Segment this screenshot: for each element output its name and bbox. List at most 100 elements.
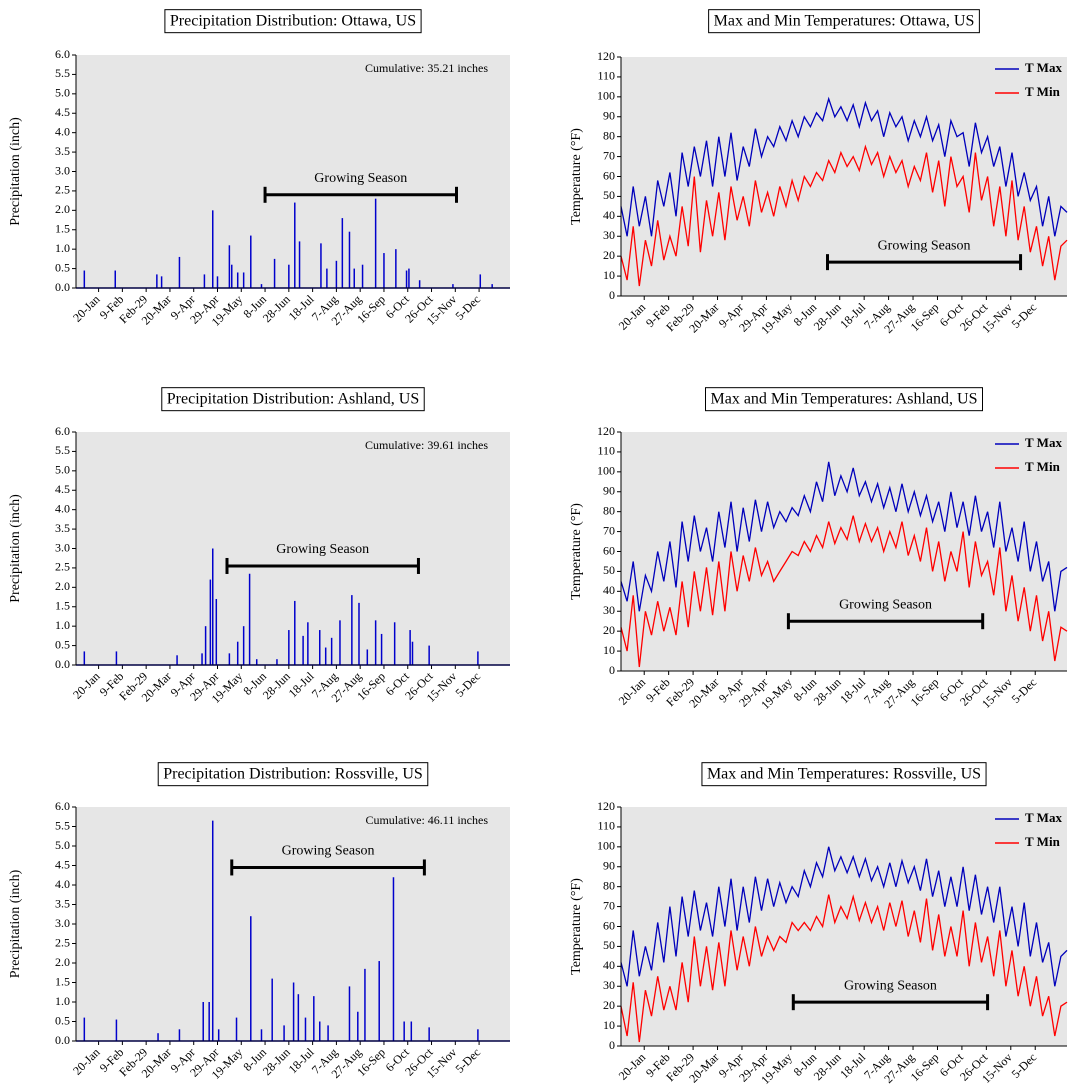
y-tick-label: 2.5 [55, 183, 70, 197]
y-tick-label: 1.5 [55, 974, 70, 988]
y-tick-label: 70 [603, 148, 615, 162]
title-box [701, 762, 987, 787]
temperature-line [620, 894, 1068, 1043]
plot-area [76, 55, 510, 288]
y-tick-label: 50 [603, 188, 615, 202]
y-tick-label: 90 [603, 484, 615, 498]
x-tick-label: 18-Jul [837, 300, 869, 332]
y-axis-label: Precipitation (inch) [8, 117, 23, 226]
x-tick-label: 28-Jun [260, 669, 293, 702]
y-tick-label: 3.0 [55, 916, 70, 930]
y-tick-label: 1.0 [55, 241, 70, 255]
y-tick-label: 5.0 [55, 838, 70, 852]
temperature-line [620, 461, 1068, 612]
y-axis-label: Temperature (°F) [569, 128, 584, 225]
y-tick-label: 60 [603, 543, 615, 557]
y-tick-label: 3.5 [55, 521, 70, 535]
y-tick-label: 80 [603, 503, 615, 517]
chart-title: Precipitation Distribution: Ottawa, US [170, 13, 416, 30]
y-tick-label: 3.5 [55, 896, 70, 910]
x-tick-label: 5-Dec [453, 1045, 484, 1076]
temperature-line [620, 96, 1068, 237]
y-tick-label: 6.0 [55, 424, 70, 438]
legend-label: T Min [1025, 459, 1061, 474]
y-tick-label: 30 [603, 978, 615, 992]
y-tick-label: 1.0 [55, 994, 70, 1008]
plot-area [621, 432, 1067, 671]
y-tick-label: 20 [603, 623, 615, 637]
chart-title: Max and Min Temperatures: Rossville, US [707, 766, 981, 783]
x-tick-label: 5-Dec [453, 669, 484, 700]
season-label: Growing Season [276, 542, 369, 557]
y-tick-label: 10 [603, 643, 615, 657]
y-tick-label: 10 [603, 268, 615, 282]
y-tick-label: 120 [597, 799, 615, 813]
chart-title: Precipitation Distribution: Ashland, US [167, 391, 419, 408]
temperature-line [620, 144, 1068, 287]
x-tick-label: 20-Jan [70, 292, 103, 325]
legend-label: T Min [1025, 84, 1061, 99]
y-axis-label: Precipitation (inch) [8, 494, 23, 603]
x-tick-label: 18-Jul [837, 675, 869, 707]
y-tick-label: 4.5 [55, 482, 70, 496]
x-tick-label: 16-Sep [908, 300, 942, 334]
y-tick-label: 0 [609, 288, 615, 302]
temperature-line [620, 846, 1068, 987]
y-tick-label: 90 [603, 109, 615, 123]
y-tick-label: 10 [603, 1018, 615, 1032]
y-tick-label: 4.0 [55, 501, 70, 515]
title-box [708, 9, 980, 34]
y-tick-label: 1.5 [55, 222, 70, 236]
y-tick-label: 5.5 [55, 818, 70, 832]
y-tick-label: 60 [603, 168, 615, 182]
y-tick-label: 4.5 [55, 105, 70, 119]
chart-title: Max and Min Temperatures: Ashland, US [711, 391, 978, 408]
y-tick-label: 70 [603, 898, 615, 912]
y-tick-label: 6.0 [55, 799, 70, 813]
title-box [164, 9, 422, 34]
season-label: Growing Season [314, 171, 407, 186]
y-tick-label: 0 [609, 1038, 615, 1052]
y-tick-label: 30 [603, 228, 615, 242]
y-tick-label: 0.5 [55, 1013, 70, 1027]
y-tick-label: 0 [609, 663, 615, 677]
cumulative-note: Cumulative: 39.61 inches [365, 438, 488, 452]
y-tick-label: 3.0 [55, 163, 70, 177]
title-box [161, 387, 425, 412]
y-tick-label: 5.5 [55, 66, 70, 80]
y-tick-label: 40 [603, 958, 615, 972]
x-tick-label: 16-Sep [908, 675, 942, 709]
y-tick-label: 70 [603, 523, 615, 537]
x-tick-label: 28-Jun [811, 300, 844, 333]
y-tick-label: 2.0 [55, 955, 70, 969]
y-tick-label: 0.0 [55, 280, 70, 294]
y-tick-label: 40 [603, 208, 615, 222]
x-tick-label: 20-Jan [70, 1045, 103, 1078]
x-tick-label: 5-Dec [453, 292, 484, 323]
y-tick-label: 0.5 [55, 637, 70, 651]
plot-area [621, 807, 1067, 1046]
legend-label: T Max [1025, 435, 1062, 450]
y-tick-label: 2.0 [55, 202, 70, 216]
season-label: Growing Season [878, 238, 971, 253]
y-tick-label: 0.5 [55, 260, 70, 274]
x-tick-label: 5-Dec [1009, 1050, 1040, 1081]
chart-title: Max and Min Temperatures: Ottawa, US [714, 13, 975, 30]
y-tick-label: 4.0 [55, 877, 70, 891]
legend-label: T Min [1025, 834, 1061, 849]
y-tick-label: 5.5 [55, 443, 70, 457]
y-tick-label: 0.0 [55, 1033, 70, 1047]
y-tick-label: 100 [597, 464, 615, 478]
season-label: Growing Season [839, 597, 932, 612]
x-tick-label: 5-Dec [1009, 300, 1040, 331]
plot-area [76, 432, 510, 665]
y-tick-label: 90 [603, 859, 615, 873]
y-axis-label: Temperature (°F) [569, 878, 584, 975]
y-tick-label: 5.0 [55, 463, 70, 477]
y-tick-label: 110 [597, 444, 615, 458]
y-tick-label: 120 [597, 49, 615, 63]
y-tick-label: 50 [603, 938, 615, 952]
y-tick-label: 40 [603, 583, 615, 597]
x-tick-label: 5-Dec [1009, 675, 1040, 706]
